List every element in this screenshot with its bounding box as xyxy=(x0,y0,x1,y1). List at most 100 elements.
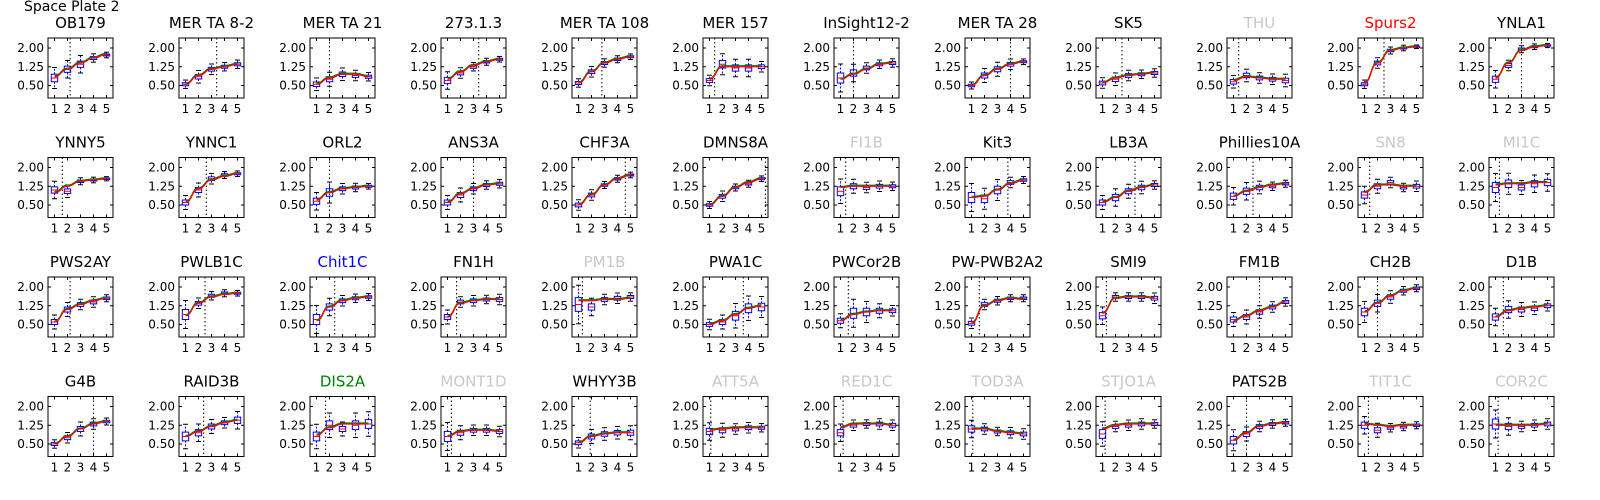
box-4 xyxy=(89,296,98,308)
fit-curve-red xyxy=(185,63,238,85)
box-3 xyxy=(1255,305,1264,319)
x-tick-label: 3 xyxy=(1387,341,1395,355)
y-tick-label: 2.00 xyxy=(541,280,568,294)
y-tick-label: 2.00 xyxy=(279,41,306,55)
panel-chit1c: Chit1C 0.50 1.25 2.00 1 2 3 4 5 xyxy=(279,253,376,355)
y-tick-label: 0.50 xyxy=(1065,79,1092,93)
x-tick-label: 3 xyxy=(1125,341,1133,355)
x-tick-label: 1 xyxy=(968,222,976,236)
panel-title: STJO1A xyxy=(1101,373,1156,391)
fit-curve-red xyxy=(578,56,631,84)
x-tick-label: 4 xyxy=(352,461,360,475)
x-tick-label: 4 xyxy=(483,102,491,116)
box-1 xyxy=(1491,173,1500,202)
x-tick-label: 1 xyxy=(313,461,321,475)
x-tick-label: 5 xyxy=(1151,461,1159,475)
x-tick-label: 5 xyxy=(1282,222,1290,236)
y-tick-label: 0.50 xyxy=(672,318,699,332)
x-tick-label: 1 xyxy=(1099,102,1107,116)
panel-pats2b: PATS2B 0.50 1.25 2.00 1 2 3 4 5 xyxy=(1196,373,1293,475)
y-tick-label: 2.00 xyxy=(279,400,306,414)
x-tick-label: 4 xyxy=(1269,102,1277,116)
box-1 xyxy=(1098,77,1107,89)
panel-title: PW-PWB2A2 xyxy=(951,253,1043,271)
y-tick-label: 0.50 xyxy=(1065,437,1092,451)
box-4 xyxy=(351,69,360,82)
x-tick-label: 3 xyxy=(863,341,871,355)
box-4 xyxy=(1399,421,1408,432)
x-tick-label: 3 xyxy=(1125,222,1133,236)
box-2 xyxy=(1504,417,1513,436)
y-tick-label: 1.25 xyxy=(410,418,437,432)
box-2 xyxy=(1242,309,1251,325)
fit-curve-green xyxy=(578,173,631,205)
fit-curve-green xyxy=(709,426,762,430)
x-tick-label: 2 xyxy=(1112,102,1120,116)
x-tick-label: 4 xyxy=(745,222,753,236)
panel-title: ORL2 xyxy=(322,134,362,152)
panel-dis2a: DIS2A 0.50 1.25 2.00 1 2 3 4 5 xyxy=(279,373,376,475)
y-tick-label: 0.50 xyxy=(17,79,44,93)
panel-fi1b: FI1B 0.50 1.25 2.00 1 2 3 4 5 xyxy=(803,134,900,236)
fit-curve-red xyxy=(54,53,107,78)
panel-title: YNLA1 xyxy=(1496,14,1546,32)
y-tick-label: 2.00 xyxy=(17,161,44,175)
fit-curve-green xyxy=(1233,421,1286,440)
box-1 xyxy=(1360,185,1369,205)
x-tick-label: 1 xyxy=(1230,102,1238,116)
panel-title: FI1B xyxy=(850,134,883,152)
x-tick-label: 5 xyxy=(103,341,111,355)
y-tick-label: 2.00 xyxy=(1327,161,1354,175)
fit-curve-green xyxy=(316,295,369,321)
x-tick-label: 3 xyxy=(1256,341,1264,355)
y-tick-label: 0.50 xyxy=(803,198,830,212)
x-tick-label: 3 xyxy=(732,341,740,355)
fit-curve-green xyxy=(1364,45,1417,83)
x-tick-label: 5 xyxy=(889,222,897,236)
x-tick-label: 1 xyxy=(1492,341,1500,355)
y-tick-label: 2.00 xyxy=(1196,280,1223,294)
panel-orl2: ORL2 0.50 1.25 2.00 1 2 3 4 5 xyxy=(279,134,376,236)
x-tick-label: 1 xyxy=(1492,461,1500,475)
panel-ynla1: YNLA1 0.50 1.25 2.00 1 2 3 4 5 xyxy=(1458,14,1555,116)
x-tick-label: 3 xyxy=(863,222,871,236)
x-tick-label: 5 xyxy=(496,102,504,116)
x-tick-label: 1 xyxy=(968,102,976,116)
x-tick-label: 3 xyxy=(994,102,1002,116)
panel-273-1-3: 273.1.3 0.50 1.25 2.00 1 2 3 4 5 xyxy=(410,14,507,116)
x-tick-label: 5 xyxy=(627,102,635,116)
x-tick-label: 4 xyxy=(614,461,622,475)
fit-curve-green xyxy=(316,422,369,435)
y-tick-label: 1.25 xyxy=(803,60,830,74)
x-tick-label: 2 xyxy=(457,341,465,355)
y-tick-label: 2.00 xyxy=(672,400,699,414)
y-tick-label: 0.50 xyxy=(541,79,568,93)
y-tick-label: 2.00 xyxy=(1065,161,1092,175)
x-tick-label: 4 xyxy=(1138,341,1146,355)
x-tick-label: 4 xyxy=(352,341,360,355)
fit-curve-red xyxy=(316,185,369,201)
panel-title: PWS2AY xyxy=(50,253,112,271)
x-tick-label: 2 xyxy=(195,102,203,116)
box-4 xyxy=(351,412,360,438)
fit-curve-red xyxy=(316,296,369,322)
box-3 xyxy=(1386,290,1395,304)
x-tick-label: 5 xyxy=(1413,102,1421,116)
y-tick-label: 2.00 xyxy=(672,280,699,294)
panel-spurs2: Spurs2 0.50 1.25 2.00 1 2 3 4 5 xyxy=(1327,14,1424,116)
y-tick-label: 1.25 xyxy=(148,179,175,193)
box-1 xyxy=(1360,416,1369,435)
y-tick-label: 0.50 xyxy=(934,79,961,93)
x-tick-label: 1 xyxy=(968,341,976,355)
y-tick-label: 2.00 xyxy=(803,280,830,294)
fit-curve-red xyxy=(316,423,369,436)
box-2 xyxy=(1111,420,1120,433)
box-3 xyxy=(731,423,740,435)
y-tick-label: 1.25 xyxy=(279,299,306,313)
box-1 xyxy=(836,178,845,204)
x-tick-label: 3 xyxy=(601,341,609,355)
y-tick-label: 2.00 xyxy=(672,161,699,175)
panel-ynnc1: YNNC1 0.50 1.25 2.00 1 2 3 4 5 xyxy=(148,134,245,236)
x-tick-label: 4 xyxy=(1400,461,1408,475)
